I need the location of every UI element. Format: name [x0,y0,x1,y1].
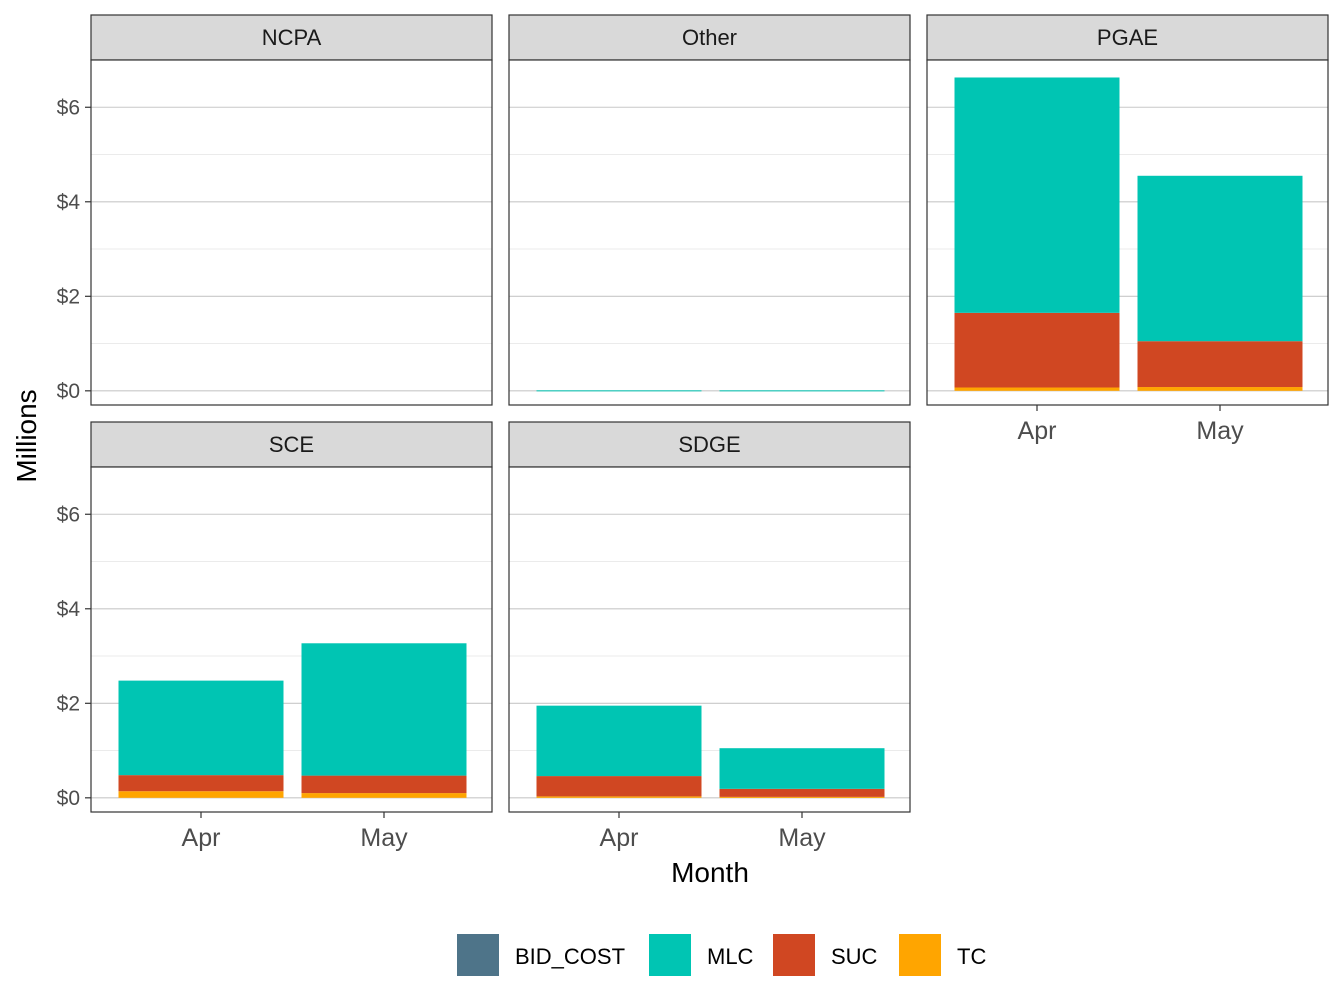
legend: BID_COST MLC SUC TC [457,934,986,976]
panel-border [508,59,911,406]
facet-sdge: SDGE Apr May [508,421,911,852]
bar-sce-may-suc [301,775,467,794]
facet-strip-label: SDGE [678,432,740,457]
bar-pgae-apr-suc [954,312,1120,388]
facet-strip-label: PGAE [1097,25,1158,50]
bar-sce-apr-tc [118,791,284,798]
bar-sce-may-tc [301,793,467,798]
bar-pgae-may-tc [1137,387,1303,391]
legend-swatch [899,934,941,976]
bar-sdge-may-tc [719,796,885,798]
legend-item-bid-cost: BID_COST [457,934,625,976]
panel-border [90,466,493,813]
bar-sdge-apr-mlc [536,705,702,777]
y-tick-label: $2 [57,692,80,715]
y-axis-title: Millions [11,389,42,482]
legend-swatch [457,934,499,976]
legend-label: BID_COST [515,944,625,969]
x-tick-label-may: May [360,824,408,852]
facet-other: Other [508,14,911,406]
facet-pgae: PGAE Apr May [926,14,1329,445]
bar-sce-apr-mlc [118,680,284,776]
bar-sdge-apr-suc [536,776,702,797]
bar-sdge-apr-tc [536,796,702,798]
legend-item-mlc: MLC [649,934,754,976]
x-tick-label-apr: Apr [182,824,221,852]
bar-other-may-mlc [719,390,885,392]
bar-pgae-apr-tc [954,387,1120,391]
facet-strip [90,14,493,61]
facet-strip-label: NCPA [262,25,322,50]
bar-sce-may-mlc [301,643,467,776]
legend-swatch [649,934,691,976]
panel-border [508,466,911,813]
y-tick-label: $0 [57,787,80,810]
panel-border [926,59,1329,406]
y-tick-label: $4 [57,191,81,214]
y-tick-label: $6 [57,503,80,526]
legend-item-tc: TC [899,934,986,976]
x-tick-label-apr: Apr [600,824,639,852]
legend-label: MLC [707,944,754,969]
facet-strip [508,421,911,468]
bar-pgae-may-suc [1137,341,1303,388]
facet-sce: SCE $0 $2 $4 $6 Apr May [57,421,493,852]
y-tick-label: $2 [57,285,80,308]
y-tick-label: $0 [57,380,80,403]
facet-panels: NCPA $0 $2 $4 $6 Other PGAE Apr May SCE $0 $2 $4 $6 Ap… [57,14,1329,852]
bar-sce-apr-suc [118,775,284,792]
bar-other-apr-mlc [536,390,702,392]
y-tick-label: $4 [57,598,81,621]
panel-border [90,59,493,406]
bar-sdge-may-mlc [719,748,885,789]
legend-label: SUC [831,944,878,969]
bar-pgae-may-mlc [1137,175,1303,342]
bar-sdge-may-suc [719,788,885,797]
facet-ncpa: NCPA $0 $2 $4 $6 [57,14,493,406]
plot-background [509,60,910,405]
legend-label: TC [957,944,986,969]
x-axis-title: Month [671,857,749,888]
plot-background [91,60,492,405]
facet-strip-label: SCE [269,432,314,457]
bar-pgae-apr-mlc [954,77,1120,313]
legend-swatch [773,934,815,976]
facet-strip [508,14,911,61]
facet-strip-label: Other [682,25,737,50]
x-tick-label-may: May [1196,417,1244,445]
legend-item-suc: SUC [773,934,878,976]
x-tick-label-may: May [778,824,826,852]
facet-strip [90,421,493,468]
x-tick-label-apr: Apr [1018,417,1057,445]
y-tick-label: $6 [57,96,80,119]
